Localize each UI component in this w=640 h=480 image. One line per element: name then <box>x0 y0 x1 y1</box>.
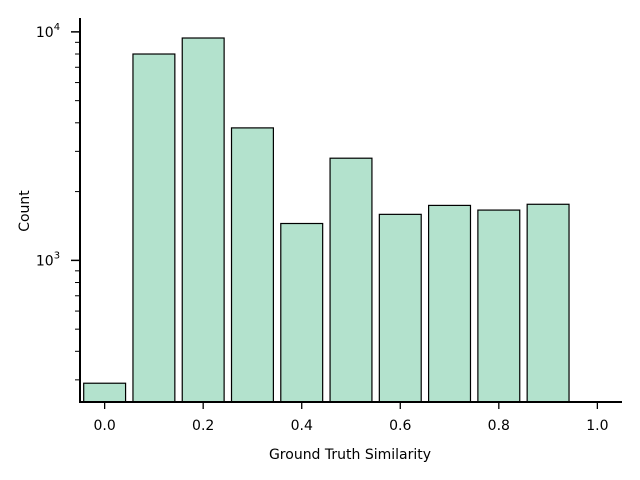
y-major-ticks: 103 104 <box>36 22 80 269</box>
x-tick-label: 0.4 <box>291 418 313 434</box>
y-tick-label: 104 <box>36 22 60 41</box>
histogram-bar <box>230 127 274 403</box>
x-tick-label: 1.0 <box>586 418 608 434</box>
x-tick-label: 0.2 <box>192 418 214 434</box>
x-ticks: 0.0 0.2 0.4 0.6 0.8 1.0 <box>94 402 608 434</box>
y-axis-label: Count <box>17 190 33 232</box>
histogram-bar <box>83 382 127 403</box>
histogram-bar <box>378 213 422 403</box>
histogram-bar <box>329 157 373 403</box>
x-tick-label: 0.8 <box>488 418 510 434</box>
histogram-bar <box>526 203 570 403</box>
bars-group <box>83 37 570 403</box>
x-tick-label: 0.0 <box>94 418 116 434</box>
histogram-bar <box>181 37 225 403</box>
x-axis-label: Ground Truth Similarity <box>269 447 431 463</box>
y-tick-label: 103 <box>36 250 60 269</box>
histogram-bar <box>428 204 472 403</box>
x-tick-label: 0.6 <box>389 418 411 434</box>
histogram-bar <box>132 53 176 403</box>
histogram-bar <box>477 209 521 403</box>
histogram-bar <box>280 222 324 403</box>
